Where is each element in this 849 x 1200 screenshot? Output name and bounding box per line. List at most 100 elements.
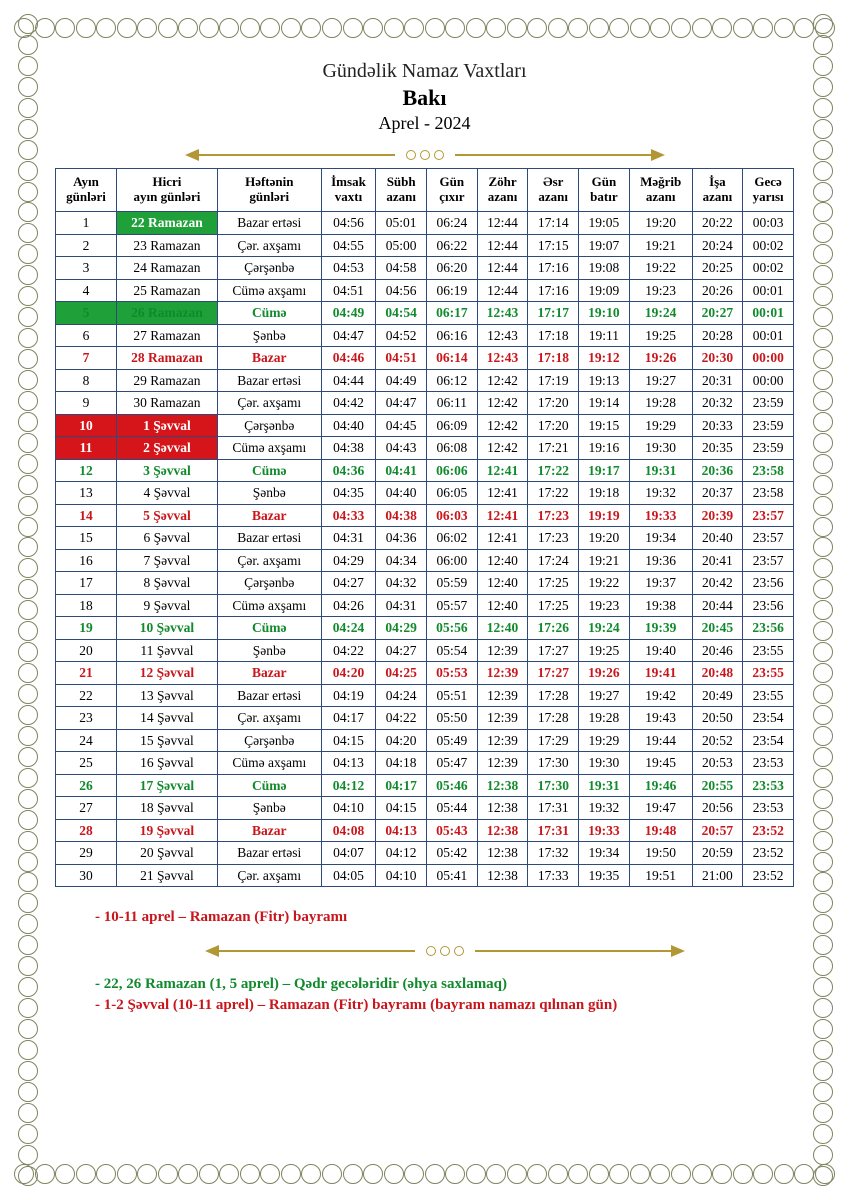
time-cell: 19:41 [629, 662, 692, 685]
day-cell: 15 [56, 527, 117, 550]
weekday-cell: Bazar ertəsi [217, 369, 321, 392]
time-cell: 23:53 [743, 752, 794, 775]
time-cell: 04:05 [321, 864, 376, 887]
table-row: 101 ŞəvvalÇərşənbə04:4004:4506:0912:4217… [56, 414, 794, 437]
time-cell: 19:26 [629, 347, 692, 370]
table-row: 2617 ŞəvvalCümə04:1204:1705:4612:3817:30… [56, 774, 794, 797]
weekday-cell: Şənbə [217, 797, 321, 820]
hijri-cell: 1 Şəvval [117, 414, 218, 437]
time-cell: 04:35 [321, 482, 376, 505]
time-cell: 20:27 [692, 302, 743, 325]
time-cell: 04:13 [376, 819, 427, 842]
time-cell: 19:15 [579, 414, 630, 437]
col-header: İşaazanı [692, 169, 743, 212]
time-cell: 20:42 [692, 572, 743, 595]
time-cell: 17:31 [528, 819, 579, 842]
time-cell: 12:41 [477, 459, 528, 482]
time-cell: 21:00 [692, 864, 743, 887]
time-cell: 12:39 [477, 662, 528, 685]
time-cell: 19:33 [579, 819, 630, 842]
time-cell: 20:32 [692, 392, 743, 415]
time-cell: 00:01 [743, 324, 794, 347]
time-cell: 17:18 [528, 324, 579, 347]
time-cell: 19:18 [579, 482, 630, 505]
time-cell: 20:44 [692, 594, 743, 617]
time-cell: 04:07 [321, 842, 376, 865]
time-cell: 04:47 [321, 324, 376, 347]
time-cell: 23:56 [743, 617, 794, 640]
time-cell: 04:26 [321, 594, 376, 617]
time-cell: 20:36 [692, 459, 743, 482]
time-cell: 17:30 [528, 774, 579, 797]
day-cell: 29 [56, 842, 117, 865]
time-cell: 19:31 [579, 774, 630, 797]
time-cell: 23:52 [743, 819, 794, 842]
time-cell: 19:37 [629, 572, 692, 595]
col-header: Günçıxır [427, 169, 478, 212]
time-cell: 20:50 [692, 707, 743, 730]
time-cell: 12:44 [477, 212, 528, 235]
time-cell: 04:49 [376, 369, 427, 392]
time-cell: 04:47 [376, 392, 427, 415]
time-cell: 04:15 [376, 797, 427, 820]
time-cell: 04:38 [376, 504, 427, 527]
weekday-cell: Bazar [217, 504, 321, 527]
time-cell: 17:30 [528, 752, 579, 775]
hijri-cell: 18 Şəvval [117, 797, 218, 820]
time-cell: 19:22 [579, 572, 630, 595]
hijri-cell: 8 Şəvval [117, 572, 218, 595]
divider-ornament [215, 944, 675, 958]
col-header: Günbatır [579, 169, 630, 212]
hijri-cell: 27 Ramazan [117, 324, 218, 347]
time-cell: 05:44 [427, 797, 478, 820]
hijri-cell: 10 Şəvval [117, 617, 218, 640]
time-cell: 20:40 [692, 527, 743, 550]
time-cell: 23:57 [743, 549, 794, 572]
time-cell: 19:33 [629, 504, 692, 527]
day-cell: 9 [56, 392, 117, 415]
time-cell: 04:46 [321, 347, 376, 370]
time-cell: 04:53 [321, 257, 376, 280]
time-cell: 20:39 [692, 504, 743, 527]
time-cell: 04:40 [376, 482, 427, 505]
time-cell: 19:20 [579, 527, 630, 550]
time-cell: 23:57 [743, 527, 794, 550]
weekday-cell: Cümə [217, 617, 321, 640]
table-row: 2213 ŞəvvalBazar ertəsi04:1904:2405:5112… [56, 684, 794, 707]
time-cell: 19:34 [579, 842, 630, 865]
time-cell: 23:52 [743, 864, 794, 887]
time-cell: 19:36 [629, 549, 692, 572]
weekday-cell: Bazar ertəsi [217, 842, 321, 865]
hijri-cell: 24 Ramazan [117, 257, 218, 280]
time-cell: 19:20 [629, 212, 692, 235]
time-cell: 12:40 [477, 594, 528, 617]
time-cell: 17:22 [528, 459, 579, 482]
time-cell: 19:51 [629, 864, 692, 887]
time-cell: 19:19 [579, 504, 630, 527]
day-cell: 30 [56, 864, 117, 887]
weekday-cell: Cümə axşamı [217, 437, 321, 460]
table-row: 156 ŞəvvalBazar ertəsi04:3104:3606:0212:… [56, 527, 794, 550]
time-cell: 19:32 [579, 797, 630, 820]
day-cell: 14 [56, 504, 117, 527]
table-row: 145 ŞəvvalBazar04:3304:3806:0312:4117:23… [56, 504, 794, 527]
time-cell: 04:38 [321, 437, 376, 460]
col-header: Həftəningünləri [217, 169, 321, 212]
time-cell: 19:48 [629, 819, 692, 842]
time-cell: 04:56 [321, 212, 376, 235]
time-cell: 04:24 [321, 617, 376, 640]
time-cell: 12:38 [477, 864, 528, 887]
day-cell: 8 [56, 369, 117, 392]
time-cell: 19:38 [629, 594, 692, 617]
time-cell: 04:12 [376, 842, 427, 865]
time-cell: 17:31 [528, 797, 579, 820]
col-header: Zöhrazanı [477, 169, 528, 212]
day-cell: 13 [56, 482, 117, 505]
time-cell: 06:20 [427, 257, 478, 280]
weekday-cell: Çər. axşamı [217, 234, 321, 257]
time-cell: 19:12 [579, 347, 630, 370]
time-cell: 05:46 [427, 774, 478, 797]
table-row: 2516 ŞəvvalCümə axşamı04:1304:1805:4712:… [56, 752, 794, 775]
time-cell: 04:49 [321, 302, 376, 325]
weekday-cell: Cümə axşamı [217, 594, 321, 617]
